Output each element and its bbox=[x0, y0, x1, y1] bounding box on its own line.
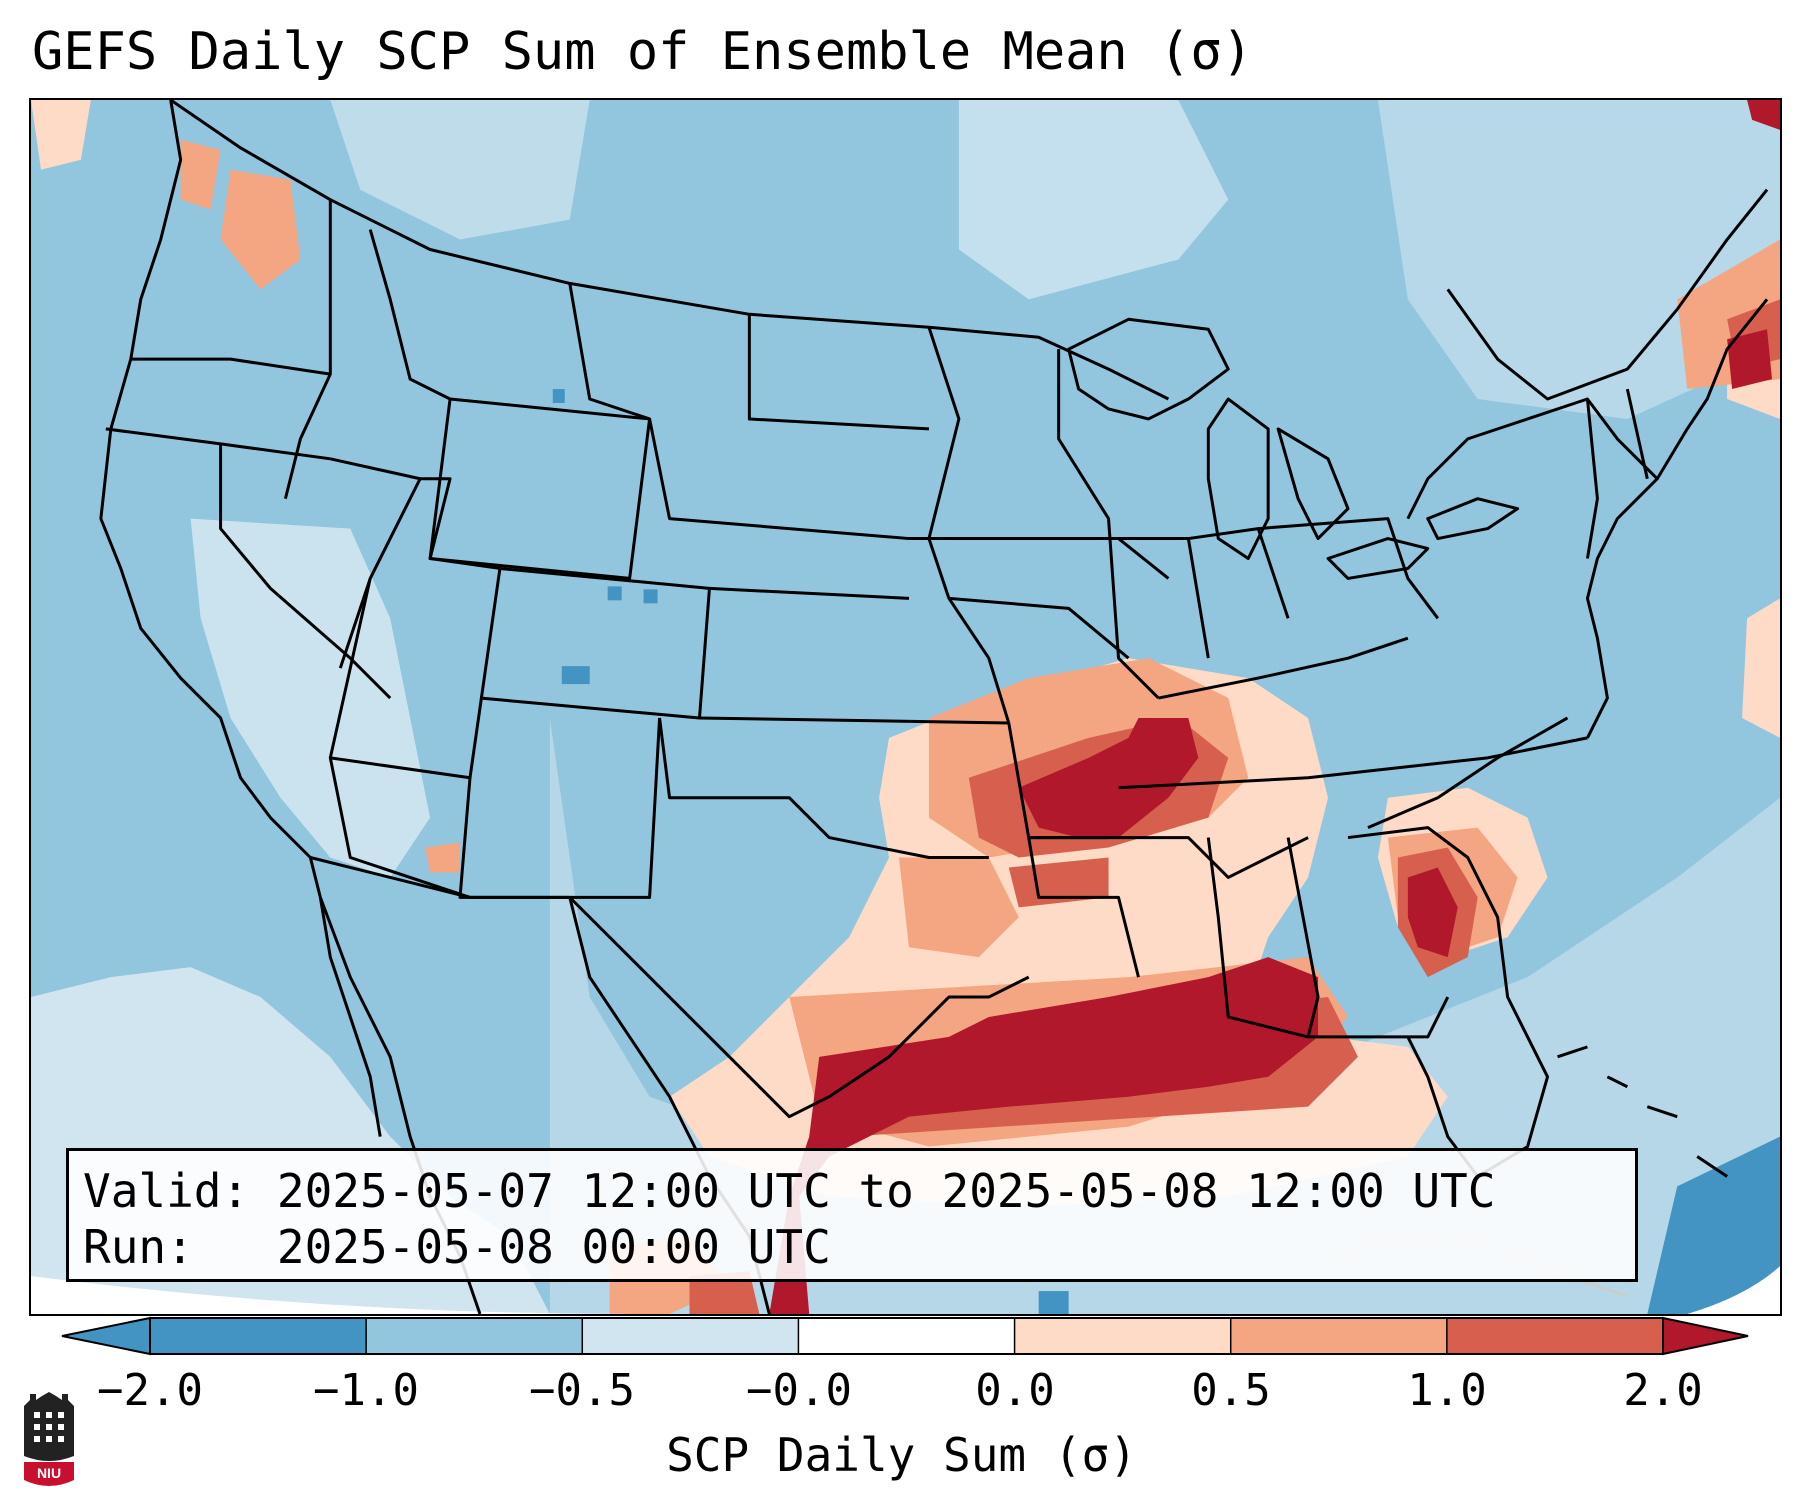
tick-label-5: 0.5 bbox=[1191, 1365, 1271, 1416]
valid-line: Valid: 2025-05-07 12:00 UTC to 2025-05-0… bbox=[83, 1163, 1621, 1219]
valid-run-info-box: Valid: 2025-05-07 12:00 UTC to 2025-05-0… bbox=[66, 1148, 1638, 1282]
run-value: 2025-05-08 00:00 UTC bbox=[276, 1220, 831, 1274]
tick-label-7: 2.0 bbox=[1623, 1365, 1703, 1416]
niu-logo-icon: NIU bbox=[24, 1392, 74, 1486]
map-canvas bbox=[31, 100, 1780, 1314]
valid-label: Valid: bbox=[83, 1164, 250, 1218]
colorbar-segment bbox=[150, 1318, 367, 1354]
no-data-corner bbox=[31, 1276, 630, 1314]
no-data-corner-right bbox=[1687, 1266, 1780, 1314]
tick-label-4: 0.0 bbox=[975, 1365, 1055, 1416]
tick-label-3: −0.0 bbox=[746, 1365, 852, 1416]
tick-label-0: −2.0 bbox=[97, 1365, 203, 1416]
colorbar-segment bbox=[582, 1318, 799, 1354]
run-line: Run: 2025-05-08 00:00 UTC bbox=[83, 1219, 1621, 1275]
dark-red-regions bbox=[769, 100, 1780, 1314]
colorbar-segment bbox=[366, 1318, 583, 1354]
colorbar-segment bbox=[1230, 1318, 1448, 1354]
colorbar-segment bbox=[1014, 1318, 1232, 1354]
valid-value: 2025-05-07 12:00 UTC to 2025-05-08 12:00… bbox=[276, 1164, 1496, 1218]
run-label: Run: bbox=[83, 1220, 194, 1274]
tick-label-1: −1.0 bbox=[313, 1365, 419, 1416]
colorbar-segment bbox=[798, 1318, 1016, 1354]
dark-blue-regions bbox=[552, 389, 1780, 1314]
colorbar bbox=[61, 1316, 1749, 1356]
map-panel[interactable] bbox=[29, 98, 1782, 1316]
tick-label-2: −0.5 bbox=[529, 1365, 635, 1416]
colorbar-segment bbox=[1446, 1318, 1664, 1354]
tick-label-6: 1.0 bbox=[1407, 1365, 1487, 1416]
svg-text:NIU: NIU bbox=[37, 1465, 61, 1481]
colorbar-label: SCP Daily Sum (σ) bbox=[666, 1428, 1137, 1482]
map-title: GEFS Daily SCP Sum of Ensemble Mean (σ) bbox=[32, 22, 1253, 82]
colorbar-extend-high bbox=[1662, 1316, 1749, 1356]
colorbar-extend-low bbox=[61, 1316, 151, 1356]
